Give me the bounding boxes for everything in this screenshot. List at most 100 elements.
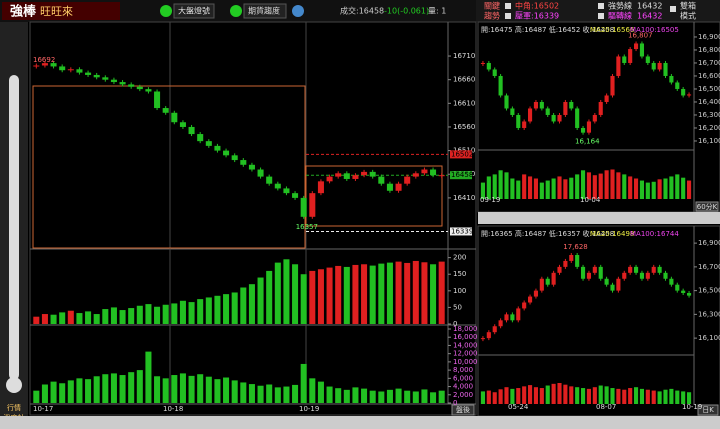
- press-label: 壓軍:16339: [515, 12, 559, 21]
- volume-bar: [352, 264, 359, 324]
- volume-bar: [533, 387, 539, 404]
- volume-bar: [598, 173, 603, 199]
- scrollbar[interactable]: [478, 212, 720, 224]
- volume-bar: [248, 284, 255, 324]
- check[interactable]: [598, 13, 604, 19]
- candle: [145, 89, 152, 92]
- candle: [551, 272, 556, 285]
- candle: [663, 272, 668, 279]
- candle: [563, 260, 568, 267]
- volume-bar: [33, 390, 40, 403]
- candle: [622, 272, 627, 279]
- check[interactable]: [505, 13, 511, 19]
- y-tick-label: 16,400: [698, 98, 720, 106]
- futures-btn[interactable]: [243, 3, 287, 19]
- y-tick-label: 150: [453, 270, 466, 278]
- snow-icon[interactable]: [292, 5, 304, 17]
- market-icon[interactable]: [160, 5, 172, 17]
- volume-bar: [292, 264, 299, 324]
- candle: [317, 181, 324, 194]
- volume-bar: [41, 314, 48, 324]
- volume-bar: [657, 391, 662, 404]
- candle: [545, 108, 550, 115]
- candle: [128, 84, 135, 87]
- market-btn[interactable]: [173, 3, 215, 19]
- futures-icon[interactable]: [230, 5, 242, 17]
- mode-btn[interactable]: [451, 404, 475, 416]
- check[interactable]: [505, 3, 511, 9]
- level-box: [450, 150, 472, 159]
- volume-bar: [162, 304, 169, 324]
- volume-bar: [93, 376, 100, 403]
- volume-bar: [214, 379, 221, 403]
- volume-bar: [492, 392, 497, 404]
- candle: [639, 43, 645, 57]
- candle: [430, 169, 437, 176]
- mode-btn-label[interactable]: 盤後: [456, 405, 470, 414]
- volume-bar: [266, 384, 273, 403]
- volume-bar: [110, 307, 117, 324]
- y-tick-label: 50: [453, 303, 462, 311]
- market-btn-label[interactable]: 大盤燈號: [178, 6, 210, 16]
- candle: [522, 121, 527, 128]
- candle: [76, 69, 83, 73]
- check[interactable]: [670, 6, 676, 12]
- candle: [214, 145, 221, 151]
- candle: [539, 101, 544, 109]
- candle: [622, 56, 627, 63]
- candle: [343, 173, 350, 179]
- volume-bar: [438, 261, 445, 324]
- volume-bar: [480, 391, 486, 404]
- candle: [527, 296, 533, 303]
- candle: [119, 82, 126, 85]
- x-tick-label: 10-19: [682, 403, 702, 411]
- candle: [283, 188, 290, 194]
- level-box: [450, 171, 472, 180]
- volume-bar: [352, 387, 359, 403]
- candle: [110, 79, 117, 83]
- y-tick-label: 16,900: [698, 33, 720, 41]
- volume-bar: [386, 262, 393, 324]
- volume-bar: [527, 385, 533, 404]
- volume-bar: [154, 376, 161, 403]
- candle: [628, 266, 633, 273]
- volume-bar: [639, 180, 645, 199]
- y-tick-label: 16,500: [698, 287, 720, 295]
- candle: [154, 91, 161, 109]
- volume-bar: [633, 387, 639, 404]
- volume-bar: [639, 388, 645, 404]
- period-label[interactable]: 60分K: [697, 202, 718, 211]
- mid-label: 中角:16502: [515, 1, 559, 11]
- volume-bar: [369, 390, 376, 403]
- volume-bar: [162, 378, 169, 403]
- volume-bar: [492, 174, 497, 199]
- volume-bar: [657, 179, 662, 199]
- volume-bar: [335, 265, 342, 324]
- candle: [309, 193, 316, 217]
- y-tick-label: 16,200: [698, 124, 720, 132]
- check[interactable]: [598, 3, 604, 9]
- volume-bar: [102, 309, 109, 324]
- volume-bar: [102, 374, 109, 403]
- volume-bar: [569, 177, 574, 199]
- volume-bar: [633, 178, 639, 199]
- period-btn[interactable]: [695, 201, 719, 212]
- volume-bar: [50, 314, 57, 324]
- mode2: 模式: [680, 11, 696, 21]
- period-btn[interactable]: [697, 404, 719, 416]
- volume-bar: [598, 385, 603, 404]
- y-tick-label: 16,300: [698, 310, 720, 318]
- candle: [41, 63, 48, 66]
- key-bar: [476, 0, 720, 22]
- volume-bar: [240, 287, 247, 324]
- volume-bar: [128, 372, 135, 403]
- volume-bar: [563, 384, 568, 404]
- volume-bar: [93, 314, 100, 324]
- volume-bar: [188, 375, 195, 403]
- futures-btn-label[interactable]: 期貨趨度: [248, 6, 280, 16]
- candle: [486, 332, 491, 339]
- period-label[interactable]: 日K: [702, 406, 714, 414]
- volume-bar: [257, 277, 264, 324]
- volume-bar: [557, 383, 562, 404]
